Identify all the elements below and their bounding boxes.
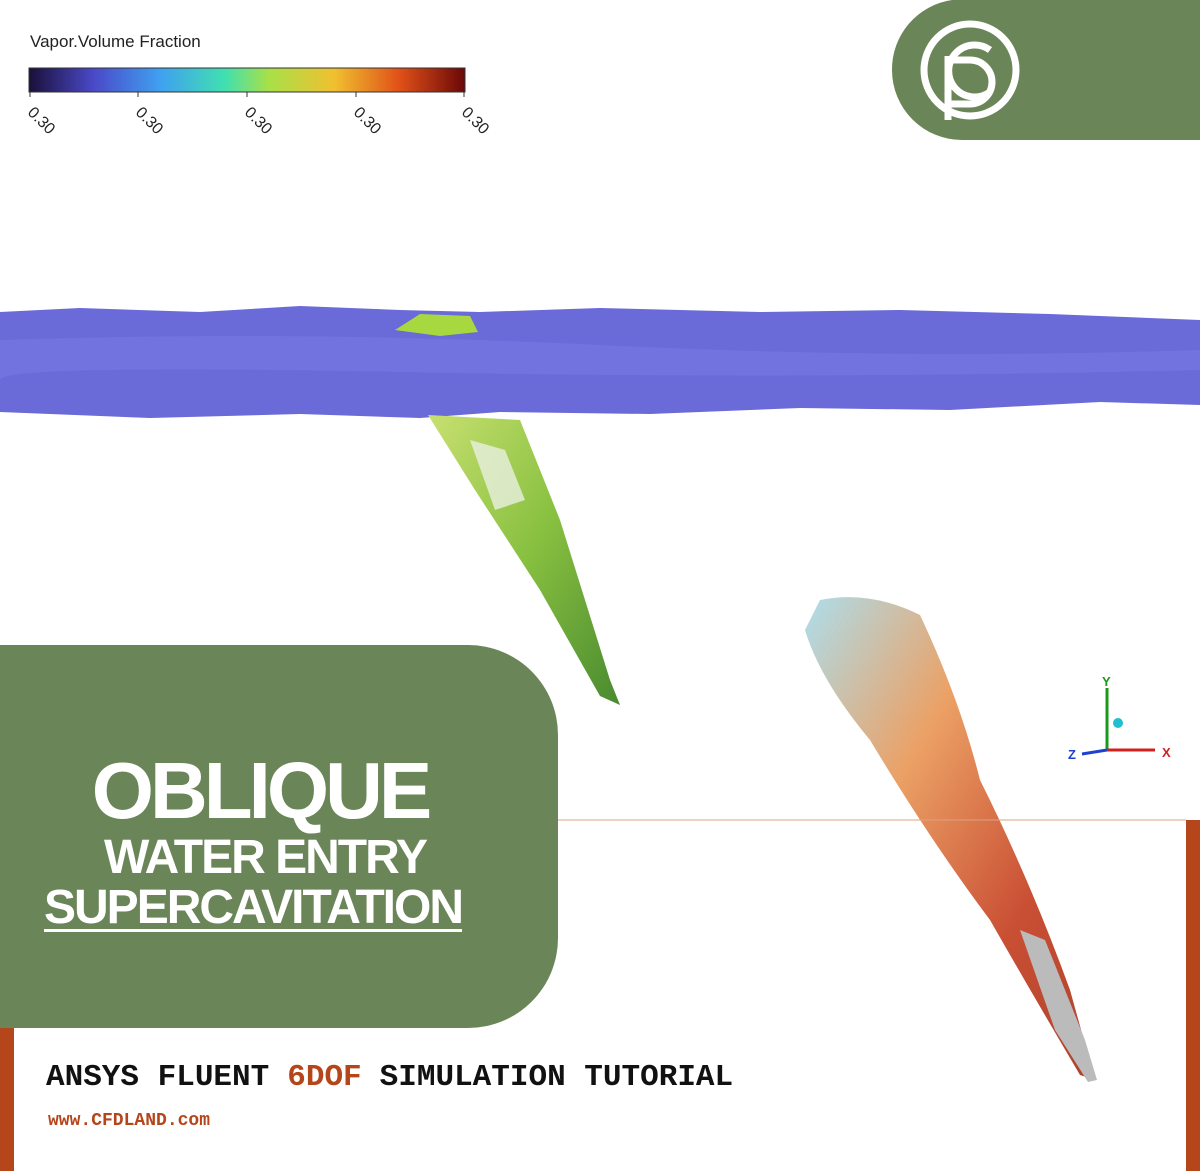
subtitle-text: SIMULATION TUTORIAL — [379, 1060, 734, 1095]
supercavity-plume — [805, 597, 1095, 1080]
logo-panel — [891, 0, 1200, 140]
axis-triad: Y Z X — [1068, 674, 1171, 762]
title: SUPERCAVITATION — [44, 881, 464, 934]
url: www.CFDLAND.com — [48, 1111, 211, 1131]
cavity-highlight — [470, 440, 525, 510]
legend-title: Vapor.Volume Fraction — [30, 32, 201, 51]
axis-label: X — [1162, 745, 1171, 760]
colorbar-ticks — [29, 92, 465, 97]
subtitle: ANSYS FLUENT 6DOF SIMULATION TUTORIAL — [46, 1060, 733, 1095]
title: OBLIQUE — [91, 746, 432, 835]
subtitle-text: ANSYS FLUENT — [46, 1060, 270, 1095]
cavity — [428, 415, 620, 705]
projectile — [1020, 930, 1097, 1082]
title: WATER ENTRY — [104, 831, 428, 884]
logo-mark — [944, 41, 996, 120]
colorbar — [28, 67, 466, 93]
axis-label: Z — [1068, 747, 1076, 762]
subtitle-highlight: 6DOF — [287, 1060, 362, 1095]
title-panel — [0, 645, 558, 1028]
water-shade — [0, 336, 1200, 380]
axis-label: Y — [1102, 674, 1111, 689]
logo-ring — [920, 20, 1020, 120]
right-bar — [1186, 820, 1200, 1171]
entry-splash — [395, 314, 478, 336]
